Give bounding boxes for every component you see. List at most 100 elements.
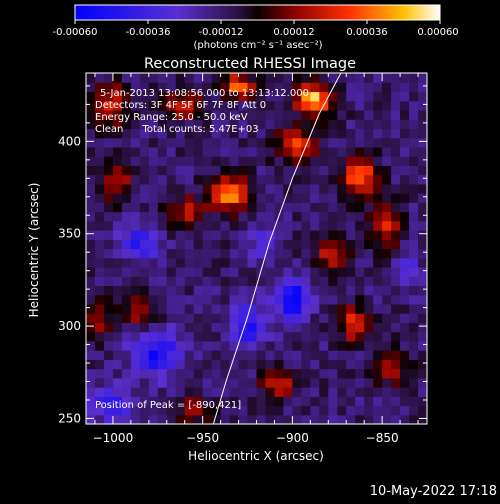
heatmap-cell bbox=[391, 119, 401, 130]
heatmap-cell bbox=[229, 183, 240, 194]
heatmap-cell bbox=[301, 174, 311, 185]
heatmap-cell bbox=[274, 165, 285, 176]
heatmap-cell bbox=[400, 91, 410, 102]
heatmap-cell bbox=[328, 165, 338, 176]
heatmap-cell bbox=[256, 350, 267, 360]
heatmap-cell bbox=[184, 285, 195, 296]
heatmap-cell bbox=[265, 257, 276, 268]
heatmap-cell bbox=[229, 82, 240, 93]
heatmap-cell bbox=[409, 183, 419, 194]
heatmap-cell bbox=[211, 230, 222, 240]
heatmap-cell bbox=[283, 193, 293, 203]
heatmap-cell bbox=[301, 230, 311, 240]
heatmap-cell bbox=[382, 202, 392, 213]
heatmap-cell bbox=[175, 73, 186, 83]
heatmap-cell bbox=[166, 100, 177, 111]
heatmap-cell bbox=[148, 414, 159, 424]
heatmap-cell bbox=[265, 359, 276, 370]
heatmap-cell bbox=[103, 248, 114, 259]
heatmap-cell bbox=[229, 165, 240, 176]
heatmap-cell bbox=[94, 137, 105, 148]
heatmap-cell bbox=[193, 303, 204, 314]
heatmap-cell bbox=[166, 230, 177, 240]
heatmap-cell bbox=[103, 100, 114, 111]
heatmap-cell bbox=[148, 248, 159, 259]
heatmap-cell bbox=[130, 396, 141, 407]
heatmap-cell bbox=[346, 220, 356, 231]
heatmap-cell bbox=[193, 340, 204, 351]
heatmap-cell bbox=[328, 377, 338, 388]
heatmap-cell bbox=[148, 220, 159, 231]
heatmap-cell bbox=[328, 156, 338, 166]
heatmap-cell bbox=[391, 322, 401, 333]
heatmap-cell bbox=[337, 257, 347, 268]
heatmap-cell bbox=[238, 257, 249, 268]
heatmap-cell bbox=[265, 230, 276, 240]
heatmap-cell bbox=[130, 165, 141, 176]
heatmap-cell bbox=[130, 387, 141, 397]
heatmap-cell bbox=[112, 211, 123, 222]
heatmap-cell bbox=[166, 350, 177, 360]
heatmap-cell bbox=[346, 174, 356, 185]
heatmap-cell bbox=[202, 276, 213, 287]
heatmap-cell bbox=[400, 405, 410, 416]
heatmap-cell bbox=[148, 359, 159, 370]
heatmap-cell bbox=[265, 285, 276, 296]
heatmap-cell bbox=[274, 109, 285, 120]
heatmap-cell bbox=[202, 350, 213, 360]
heatmap-cell bbox=[355, 165, 365, 176]
heatmap-cell bbox=[247, 82, 258, 93]
heatmap-cell bbox=[193, 405, 204, 416]
heatmap-cell bbox=[265, 331, 276, 342]
heatmap-cell bbox=[373, 377, 383, 388]
heatmap-cell bbox=[337, 239, 347, 250]
heatmap-cell bbox=[193, 285, 204, 296]
heatmap-cell bbox=[274, 119, 285, 130]
heatmap-cell bbox=[355, 414, 365, 424]
heatmap-cell bbox=[166, 322, 177, 333]
heatmap-cell bbox=[238, 322, 249, 333]
heatmap-cell bbox=[400, 73, 410, 83]
heatmap-cell bbox=[283, 202, 293, 213]
heatmap-cell bbox=[346, 340, 356, 351]
heatmap-cell bbox=[86, 73, 96, 83]
heatmap-cell bbox=[346, 146, 356, 157]
heatmap-cell bbox=[184, 165, 195, 176]
heatmap-cell bbox=[346, 183, 356, 194]
heatmap-cell bbox=[157, 350, 168, 360]
heatmap-cell bbox=[121, 414, 132, 424]
heatmap-cell bbox=[157, 359, 168, 370]
heatmap-cell bbox=[283, 128, 293, 139]
heatmap-cell bbox=[157, 137, 168, 148]
heatmap-cell bbox=[121, 294, 132, 305]
heatmap-cell bbox=[292, 156, 302, 166]
heatmap-cell bbox=[184, 128, 195, 139]
heatmap-cell bbox=[418, 202, 427, 213]
heatmap-cell bbox=[382, 248, 392, 259]
heatmap-cell bbox=[337, 248, 347, 259]
y-tick-label: 400 bbox=[58, 134, 81, 148]
heatmap-cell bbox=[409, 248, 419, 259]
heatmap-cell bbox=[86, 156, 96, 166]
heatmap-cell bbox=[364, 313, 374, 323]
heatmap-cell bbox=[229, 230, 240, 240]
heatmap-cell bbox=[418, 285, 427, 296]
heatmap-cell bbox=[409, 359, 419, 370]
heatmap-cell bbox=[86, 405, 96, 416]
heatmap-cell bbox=[355, 211, 365, 222]
heatmap-cell bbox=[86, 146, 96, 157]
heatmap-cell bbox=[247, 303, 258, 314]
peak-position-label: Position of Peak = [-890,421] bbox=[95, 400, 241, 411]
heatmap-cell bbox=[418, 128, 427, 139]
heatmap-cell bbox=[391, 387, 401, 397]
heatmap-cell bbox=[292, 313, 302, 323]
heatmap-cell bbox=[94, 368, 105, 379]
heatmap-cell bbox=[373, 303, 383, 314]
heatmap-cell bbox=[355, 405, 365, 416]
heatmap-cell bbox=[211, 183, 222, 194]
heatmap-cell bbox=[211, 91, 222, 102]
annotation-energy: Energy Range: 25.0 - 50.0 keV bbox=[95, 112, 248, 123]
heatmap-cell bbox=[319, 340, 329, 351]
heatmap-cell bbox=[112, 174, 123, 185]
heatmap-cell bbox=[94, 276, 105, 287]
